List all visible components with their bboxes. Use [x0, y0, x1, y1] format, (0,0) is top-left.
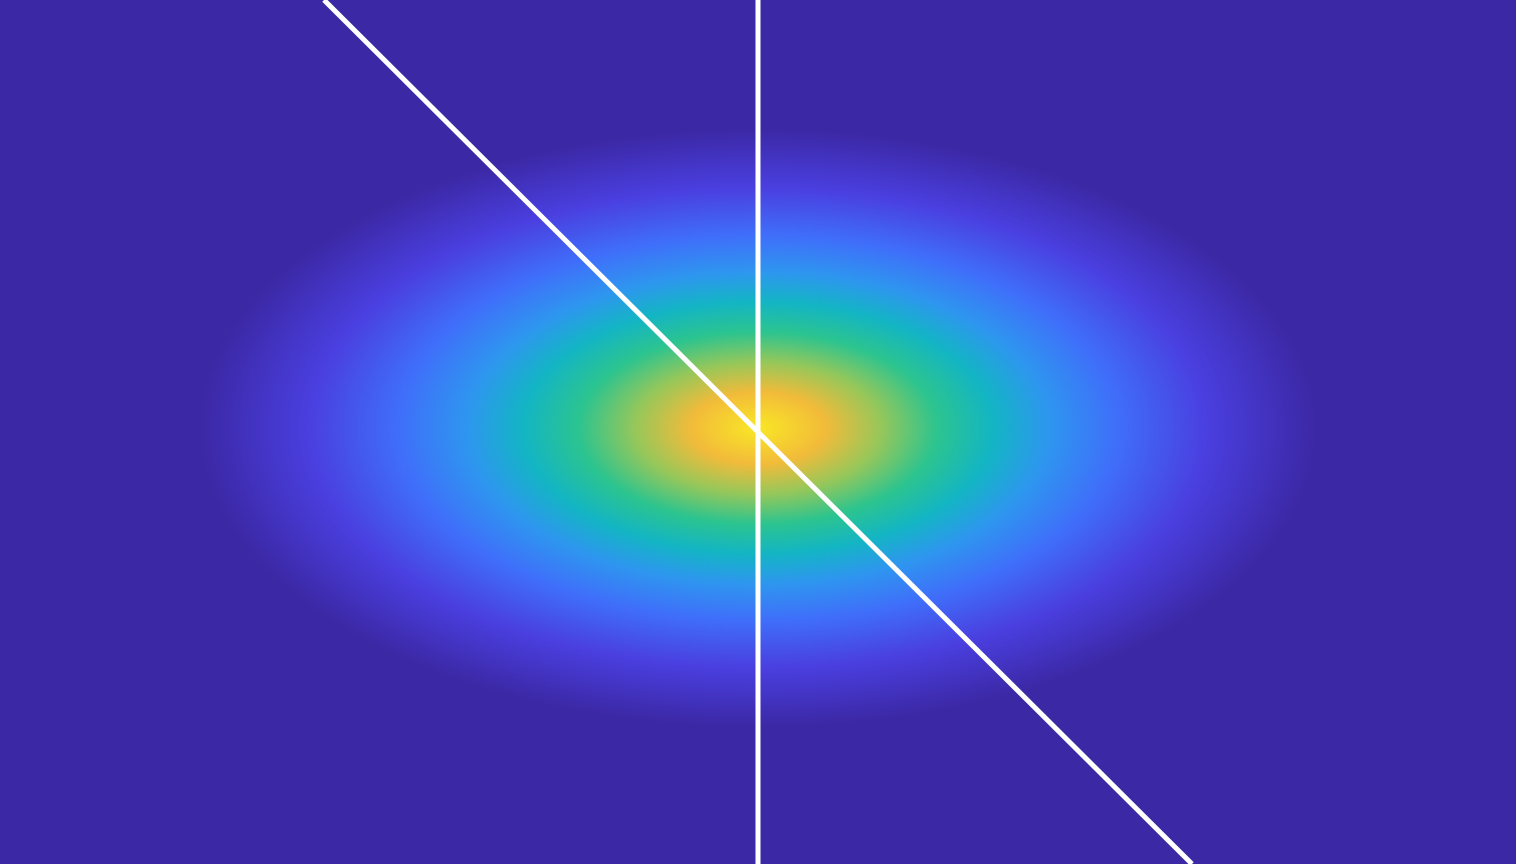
diagonal-cross-section-line — [322, 0, 1194, 864]
